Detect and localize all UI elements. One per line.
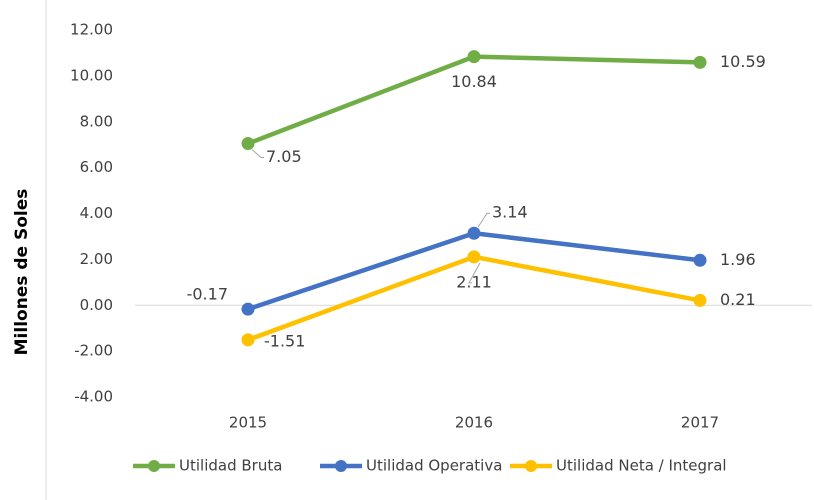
data-label: 2.11 xyxy=(456,272,492,291)
data-point xyxy=(467,250,481,264)
legend-marker xyxy=(148,460,160,472)
y-tick-label: 4.00 xyxy=(80,204,113,222)
data-point xyxy=(693,253,707,267)
legend-marker xyxy=(335,460,347,472)
data-label: 10.84 xyxy=(451,72,497,91)
data-point xyxy=(693,293,707,307)
data-label: -0.17 xyxy=(187,285,228,304)
y-tick-label: 8.00 xyxy=(80,112,113,130)
data-point xyxy=(467,50,481,64)
x-tick-label: 2016 xyxy=(455,414,493,432)
leader-line xyxy=(468,262,481,284)
legend-marker xyxy=(525,460,537,472)
y-tick-label: 12.00 xyxy=(70,21,113,39)
data-label: 7.05 xyxy=(266,147,302,166)
data-label: 10.59 xyxy=(720,52,766,71)
y-tick-label: 2.00 xyxy=(80,250,113,268)
legend-label: Utilidad Neta / Integral xyxy=(556,457,727,475)
leader-line xyxy=(477,212,490,228)
y-tick-label: 10.00 xyxy=(70,66,113,84)
data-point xyxy=(241,333,255,347)
y-tick-label: 0.00 xyxy=(80,296,113,314)
leader-line xyxy=(251,149,264,159)
legend-label: Utilidad Operativa xyxy=(366,457,502,475)
data-label: 0.21 xyxy=(720,290,756,309)
data-label: 3.14 xyxy=(492,203,528,222)
y-tick-label: -2.00 xyxy=(74,342,113,360)
data-point xyxy=(241,137,255,151)
x-tick-label: 2015 xyxy=(229,414,267,432)
data-label: 1.96 xyxy=(720,250,756,269)
data-point xyxy=(693,55,707,69)
data-label: -1.51 xyxy=(264,331,305,350)
y-axis-label: Millones de Soles xyxy=(12,189,32,356)
y-tick-label: 6.00 xyxy=(80,158,113,176)
x-tick-label: 2017 xyxy=(681,414,719,432)
y-tick-label: -4.00 xyxy=(74,388,113,406)
data-point xyxy=(241,302,255,316)
legend-label: Utilidad Bruta xyxy=(179,457,282,475)
data-point xyxy=(467,226,481,240)
